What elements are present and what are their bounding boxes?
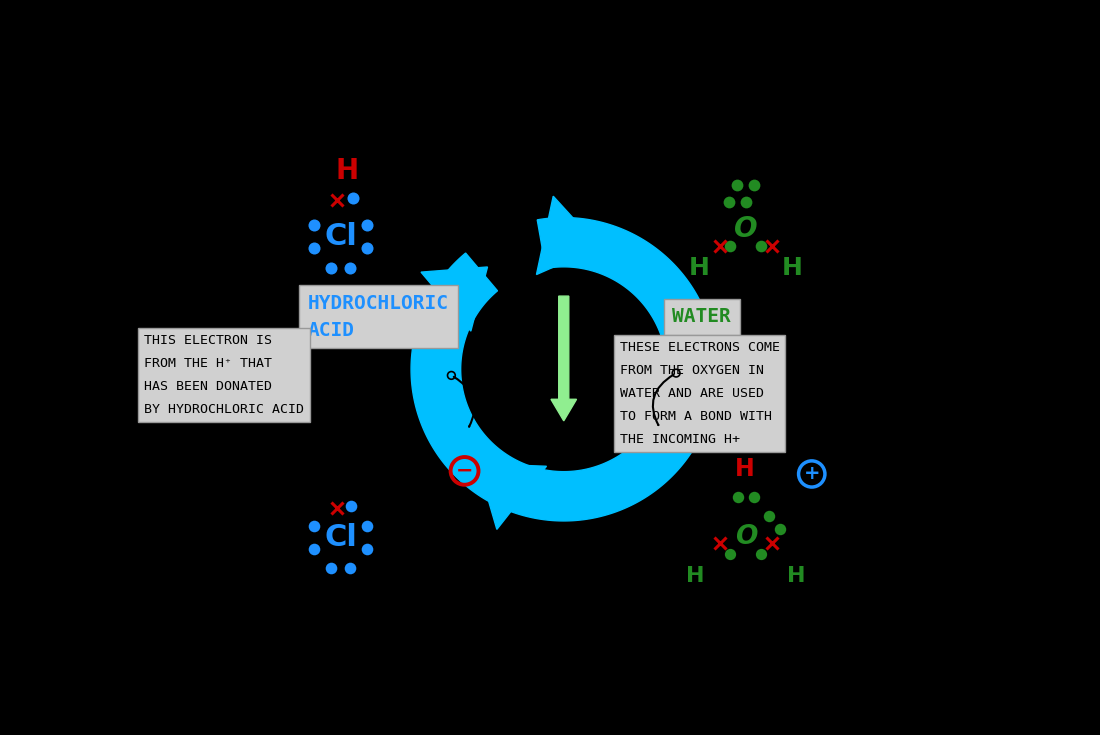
- Text: H: H: [689, 256, 710, 279]
- Text: O: O: [734, 215, 758, 243]
- Text: −: −: [455, 461, 473, 481]
- Polygon shape: [537, 196, 600, 275]
- Point: [306, 219, 323, 231]
- Point: [729, 491, 747, 503]
- Text: H: H: [336, 157, 359, 185]
- FancyArrow shape: [551, 296, 576, 421]
- Text: Cl: Cl: [324, 222, 358, 251]
- Point: [322, 262, 340, 273]
- Point: [359, 243, 376, 254]
- Text: WATER: WATER: [672, 307, 732, 326]
- Text: THIS ELECTRON IS
FROM THE H⁺ THAT
HAS BEEN DONATED
BY HYDROCHLORIC ACID: THIS ELECTRON IS FROM THE H⁺ THAT HAS BE…: [144, 334, 304, 417]
- Text: H: H: [782, 256, 803, 279]
- Point: [359, 542, 376, 554]
- Point: [752, 548, 770, 560]
- Text: H: H: [686, 566, 705, 586]
- Text: O: O: [735, 524, 757, 550]
- Text: H: H: [786, 566, 805, 586]
- FancyArrowPatch shape: [653, 375, 673, 425]
- Point: [722, 240, 739, 252]
- Text: H: H: [735, 457, 755, 481]
- Point: [341, 562, 359, 574]
- Point: [306, 542, 323, 554]
- Point: [760, 509, 778, 521]
- Text: THESE ELECTRONS COME
FROM THE OXYGEN IN
WATER AND ARE USED
TO FORM A BOND WITH
T: THESE ELECTRONS COME FROM THE OXYGEN IN …: [619, 341, 780, 446]
- Point: [306, 520, 323, 531]
- Text: +: +: [803, 465, 820, 484]
- Point: [720, 196, 738, 208]
- Polygon shape: [411, 218, 716, 521]
- Point: [322, 562, 340, 574]
- Point: [359, 520, 376, 531]
- FancyArrowPatch shape: [454, 377, 474, 426]
- Point: [737, 196, 755, 208]
- Point: [344, 193, 362, 204]
- Point: [745, 491, 762, 503]
- Point: [771, 523, 789, 535]
- Polygon shape: [421, 267, 487, 331]
- Point: [728, 179, 746, 191]
- Point: [746, 179, 763, 191]
- Text: HYDROCHLORIC
ACID: HYDROCHLORIC ACID: [308, 294, 449, 340]
- Point: [359, 219, 376, 231]
- Text: Cl: Cl: [324, 523, 358, 551]
- Point: [752, 240, 770, 252]
- Point: [341, 262, 359, 273]
- Point: [306, 243, 323, 254]
- Point: [342, 501, 360, 512]
- Point: [722, 548, 739, 560]
- Polygon shape: [477, 464, 547, 529]
